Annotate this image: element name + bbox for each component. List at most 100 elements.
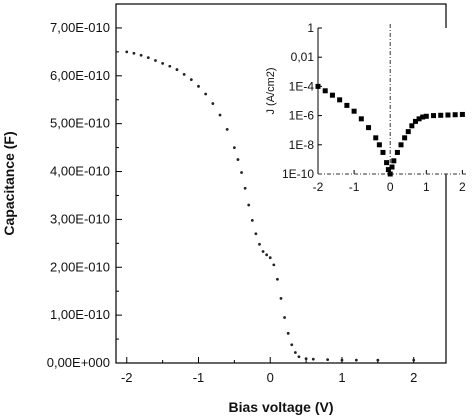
data-point: [283, 316, 286, 319]
data-point: [272, 263, 276, 267]
inset-background: [318, 28, 466, 174]
inset-y-tick-label: 1: [307, 21, 314, 35]
data-point: [258, 242, 261, 246]
y-tick-label: 2,00E-010: [50, 259, 110, 274]
inset-plot: 1E-10 1E-8 1E-6 1E-4 0,01 1 -2 -1 0 1 2 J (A/cm2): [265, 21, 466, 194]
inset-data-point: [385, 167, 391, 173]
inset-data-point: [376, 142, 382, 148]
data-point: [175, 68, 179, 71]
inset-data-point: [398, 142, 404, 148]
data-point: [326, 358, 330, 362]
x-tick-label: 0: [267, 370, 274, 385]
inset-data-point: [351, 108, 357, 114]
data-point: [240, 171, 243, 174]
inset-data-point: [438, 112, 444, 118]
x-tick-label: -2: [121, 370, 133, 385]
inset-data-point: [322, 88, 328, 94]
inset-data-point: [387, 171, 393, 177]
y-tick-label: 4,00E-010: [50, 164, 110, 179]
data-point: [261, 250, 265, 253]
inset-data-point: [329, 92, 335, 98]
inset-x-tick-label: 2: [459, 180, 466, 194]
data-point: [376, 358, 380, 362]
y-tick-label: 1,00E-010: [50, 307, 110, 322]
x-tick-label: 1: [338, 370, 345, 385]
y-axis-title: Capacitance (F): [1, 131, 17, 235]
inset-data-point: [445, 112, 451, 118]
y-tick-label: 3,00E-010: [50, 211, 110, 226]
inset-data-point: [394, 149, 400, 155]
data-point: [354, 358, 358, 362]
data-point: [146, 56, 150, 60]
data-point: [340, 358, 344, 362]
inset-data-point: [412, 118, 418, 124]
inset-x-tick-label: 1: [423, 180, 430, 194]
inset-y-tick-label: 1E-8: [289, 138, 315, 152]
data-point: [243, 186, 247, 190]
inset-data-point: [315, 83, 321, 89]
inset-x-tick-label: -1: [349, 180, 360, 194]
inset-data-point: [405, 129, 411, 135]
data-point: [297, 355, 301, 359]
inset-data-point: [459, 111, 465, 117]
data-point: [254, 232, 258, 236]
inset-data-point: [337, 97, 343, 103]
data-point: [168, 64, 172, 68]
inset-data-point: [358, 116, 364, 122]
inset-data-point: [420, 114, 426, 120]
plot-frame: [115, 3, 447, 364]
inset-data-point: [416, 116, 422, 122]
data-point: [265, 253, 269, 257]
data-point: [218, 113, 222, 117]
data-point: [304, 357, 308, 361]
inset-data-point: [389, 164, 395, 170]
inset-data-point: [452, 112, 458, 118]
y-tick-label: 7,00E-010: [50, 20, 110, 35]
inset-x-tick-label: 0: [387, 180, 394, 194]
inset-data-point: [380, 149, 386, 155]
y-tick-label: 5,00E-010: [50, 116, 110, 131]
inset-data-point: [423, 113, 429, 119]
data-point: [189, 78, 193, 82]
x-tick-label: 2: [410, 370, 417, 385]
data-point: [268, 256, 272, 260]
x-axis-title: Bias voltage (V): [228, 399, 333, 415]
data-point: [412, 358, 416, 362]
data-point: [125, 50, 129, 54]
data-point: [197, 84, 200, 88]
x-tick-label: -1: [193, 370, 205, 385]
inset-data-point: [366, 125, 372, 131]
data-point: [225, 128, 229, 131]
inset-y-tick-label: 1E-4: [289, 79, 315, 93]
inset-data-point: [373, 135, 379, 141]
inset-data-point: [409, 123, 415, 129]
data-point: [139, 53, 143, 57]
data-point: [236, 158, 240, 161]
data-point: [286, 331, 290, 335]
data-point: [161, 61, 165, 65]
inset-data-point: [344, 102, 350, 108]
inset-y-axis-title: J (A/cm2): [265, 67, 277, 114]
inset-x-tick-label: -2: [313, 180, 324, 194]
current-density-series: [315, 83, 465, 177]
data-point: [311, 357, 315, 361]
data-point: [182, 72, 186, 76]
inset-y-tick-label: 1E-6: [289, 109, 315, 123]
data-point: [154, 59, 157, 62]
inset-y-tick-label: 0,01: [291, 50, 315, 64]
capacitance-series: [125, 50, 416, 362]
data-point: [290, 343, 294, 347]
data-point: [204, 92, 208, 96]
inset-data-point: [391, 158, 397, 164]
data-point: [247, 203, 251, 207]
y-tick-label: 6,00E-010: [50, 68, 110, 83]
y-tick-label: 0,00E+000: [47, 355, 110, 370]
main-plot: -2 -1 0 1 2 0,00E+000 1,00E-010 2,00E-010 3,00E-…: [1, 3, 447, 415]
data-point: [276, 277, 279, 281]
inset-data-point: [402, 135, 408, 141]
inset-y-tick-label: 1E-10: [282, 167, 314, 181]
inset-data-point: [431, 113, 437, 119]
data-point: [232, 146, 236, 150]
